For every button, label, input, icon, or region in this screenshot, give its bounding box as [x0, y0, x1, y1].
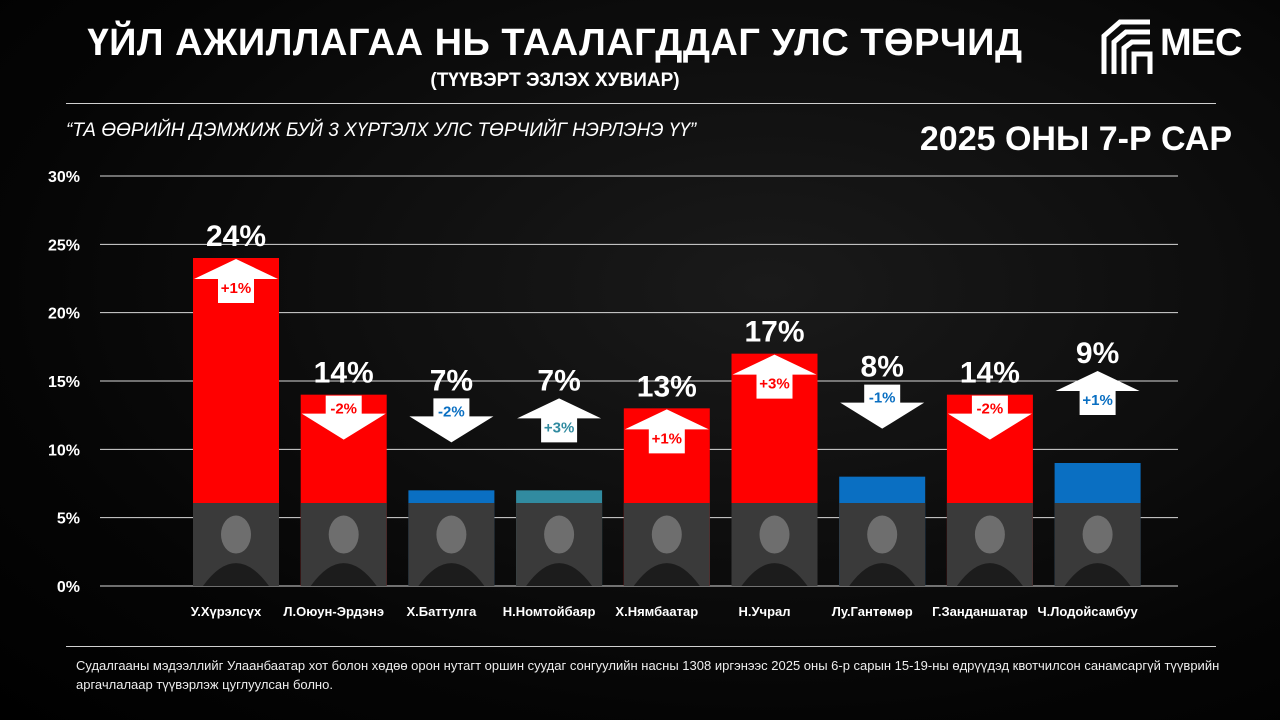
value-label: 14%	[314, 357, 374, 390]
change-up-arrow-icon	[194, 259, 278, 303]
portrait-body-icon	[741, 563, 808, 586]
portrait-head-icon	[867, 515, 898, 554]
survey-question: “ТА ӨӨРИЙН ДЭМЖИЖ БУЙ 3 ХҮРТЭЛХ УЛС ТӨРЧ…	[66, 120, 697, 141]
portrait-head-icon	[544, 515, 575, 554]
change-up-arrow-icon	[732, 354, 817, 399]
y-tick-label: 5%	[57, 511, 80, 528]
y-tick-label: 20%	[48, 306, 80, 323]
methodology-note: Судалгааны мэдээллийг Улаанбаатар хот бо…	[76, 658, 1220, 692]
header-divider	[66, 103, 1216, 104]
value-label: 7%	[430, 364, 473, 397]
category-label: Н.Учрал	[738, 604, 790, 619]
value-label: 13%	[637, 370, 697, 403]
support-bar-chart: 0% 5% 10% 15% 20% 25% 30% +1% 24% У.Хүрэлсүх -2% 14…	[48, 169, 1178, 619]
value-label: 9%	[1076, 337, 1119, 370]
portrait-head-icon	[651, 515, 682, 554]
page-title: ҮЙЛ АЖИЛЛАГАА НЬ ТААЛАГДДАГ УЛС ТӨРЧИД	[87, 22, 1023, 64]
portrait-head-icon	[221, 515, 251, 554]
portrait-body-icon	[310, 563, 377, 586]
change-up-arrow-icon	[624, 409, 709, 454]
category-label: Ч.Лодойсамбуу	[1037, 604, 1138, 619]
footer-divider	[66, 646, 1216, 647]
value-label: 8%	[861, 351, 904, 384]
value-label: 17%	[744, 316, 804, 349]
change-label: +3%	[544, 419, 574, 436]
change-down-arrow-icon	[840, 384, 925, 429]
category-label: Лу.Гантөмөр	[832, 604, 913, 619]
change-down-arrow-icon	[947, 395, 1032, 440]
value-label: 14%	[960, 357, 1020, 390]
portrait-body-icon	[849, 563, 916, 586]
change-down-arrow-icon	[409, 398, 494, 443]
value-label: 7%	[537, 364, 580, 397]
change-label: -2%	[977, 401, 1004, 418]
portrait-head-icon	[436, 515, 467, 554]
y-tick-label: 10%	[48, 442, 80, 459]
page-subtitle: (ТҮҮВЭРТ ЭЗЛЭХ ХУВИАР)	[430, 70, 680, 91]
portrait-body-icon	[418, 563, 485, 586]
portrait-body-icon	[956, 563, 1023, 586]
portrait-body-icon	[633, 563, 700, 586]
y-tick-label: 0%	[57, 579, 80, 596]
change-label: -2%	[438, 403, 465, 420]
change-label: +1%	[1082, 392, 1112, 409]
y-tick-label: 30%	[48, 169, 80, 186]
category-label: Л.Оюун-Эрдэнэ	[283, 604, 384, 619]
change-up-arrow-icon	[1055, 371, 1140, 415]
category-label: У.Хүрэлсүх	[191, 604, 262, 619]
logo-text: MEC	[1160, 22, 1242, 64]
portrait-body-icon	[1064, 563, 1131, 586]
y-tick-label: 25%	[48, 237, 80, 254]
change-up-arrow-icon	[517, 398, 602, 443]
category-label: Г.Занданшатар	[932, 604, 1028, 619]
change-label: +3%	[759, 376, 789, 393]
category-label: Х.Баттулга	[406, 604, 477, 619]
value-label: 24%	[206, 220, 266, 253]
portrait-head-icon	[974, 515, 1005, 554]
portrait-head-icon	[759, 515, 790, 554]
portrait-body-icon	[203, 563, 269, 586]
mec-logo-icon	[1101, 19, 1153, 74]
portrait-head-icon	[1082, 515, 1113, 554]
category-label: Н.Номтойбаяр	[503, 604, 596, 619]
portrait-body-icon	[526, 563, 593, 586]
survey-period: 2025 ОНЫ 7-Р САР	[919, 120, 1232, 158]
portrait-head-icon	[328, 515, 359, 554]
change-label: +1%	[652, 430, 682, 447]
change-label: -2%	[330, 401, 357, 418]
change-down-arrow-icon	[301, 395, 386, 440]
y-tick-label: 15%	[48, 374, 80, 391]
change-label: -1%	[869, 390, 896, 407]
category-label: Х.Нямбаатар	[615, 604, 698, 619]
change-label: +1%	[221, 280, 251, 297]
